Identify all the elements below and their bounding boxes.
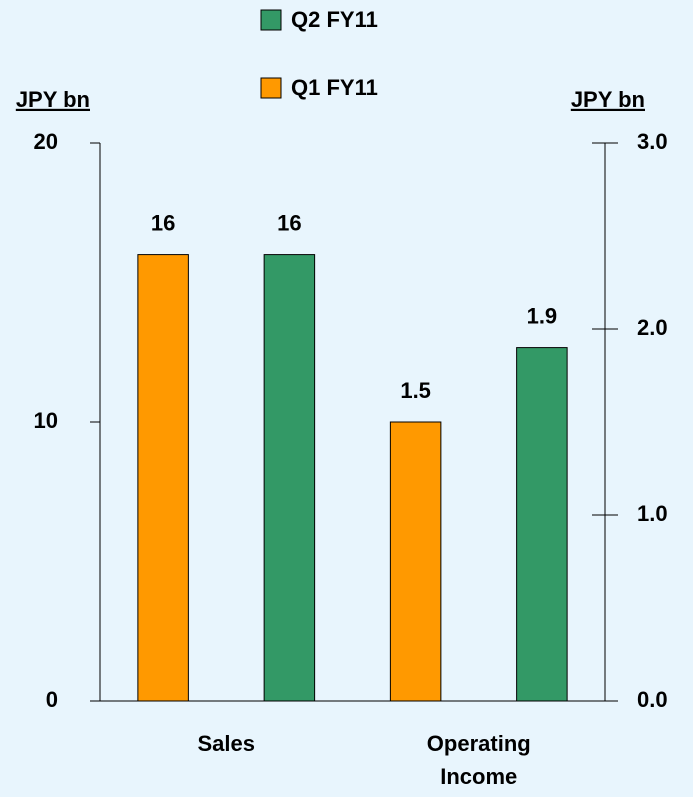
- y-tick-label: 0: [46, 687, 58, 712]
- bar: [389, 421, 442, 702]
- legend-swatch: [260, 77, 282, 99]
- bar: [137, 254, 189, 702]
- y-tick-label: 10: [34, 408, 58, 433]
- legend-label: Q1 FY11: [291, 75, 378, 100]
- data-label: 1.5: [400, 378, 431, 403]
- data-label: 1.9: [527, 303, 558, 328]
- bar: [263, 254, 316, 702]
- y-tick-label: 20: [34, 129, 58, 154]
- y2-tick-label: 0.0: [637, 687, 668, 712]
- bar: [516, 347, 568, 702]
- data-label: 16: [151, 210, 175, 235]
- legend-label: Q2 FY11: [291, 7, 378, 32]
- y2-tick-label: 2.0: [637, 315, 668, 340]
- y2-tick-label: 1.0: [637, 501, 668, 526]
- x-tick-label: Operating Income: [427, 731, 531, 789]
- data-label: 16: [277, 210, 301, 235]
- y-axis-label: JPY bn: [16, 87, 90, 112]
- legend-swatch: [260, 9, 282, 31]
- y2-tick-label: 3.0: [637, 129, 668, 154]
- y2-axis-label: JPY bn: [571, 87, 645, 112]
- x-tick-label: Sales: [198, 731, 256, 756]
